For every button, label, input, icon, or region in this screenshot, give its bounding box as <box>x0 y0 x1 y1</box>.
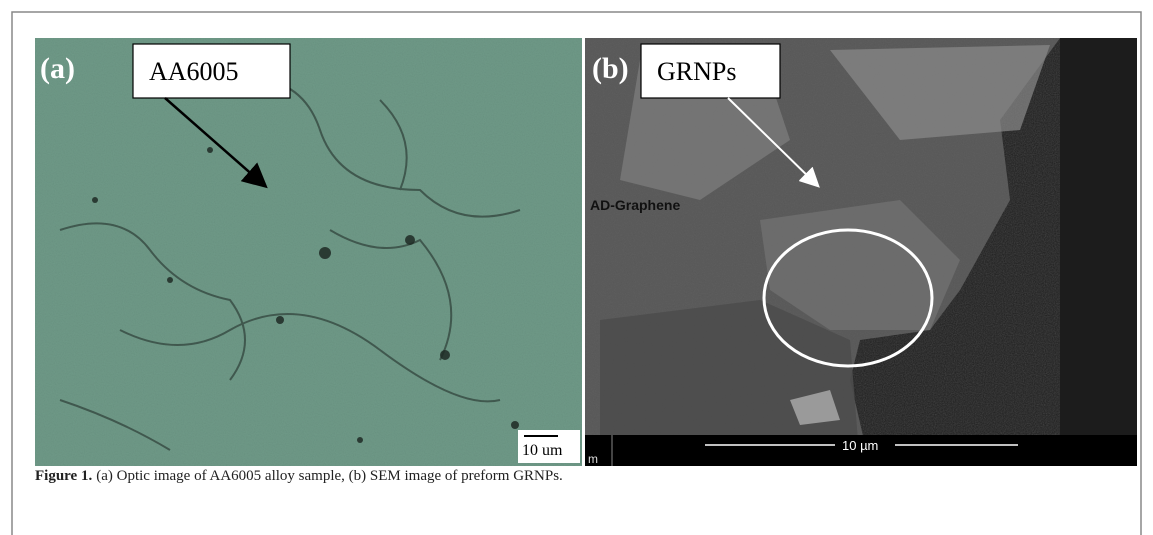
scale-bar-text: 10 um <box>522 442 563 459</box>
sem-image <box>585 38 1137 466</box>
image-text: AD-Graphene <box>590 197 680 213</box>
optic-image <box>35 38 582 466</box>
caption: Figure 1.(a) Optic image of AA6005 alloy… <box>35 468 563 485</box>
figure: (a) AA6005 10 um AD-Graphene (b) GRNPs m… <box>0 0 1153 535</box>
scale-bar-text: 10 µm <box>842 438 878 453</box>
panel-label: (b) <box>592 52 629 85</box>
callout-text: AA6005 <box>149 57 239 86</box>
page: (a) AA6005 10 um AD-Graphene (b) GRNPs m… <box>0 0 1153 535</box>
scale-bar-prefix: m <box>588 452 598 466</box>
callout-text: GRNPs <box>657 57 736 86</box>
caption-text: (a) Optic image of AA6005 alloy sample, … <box>96 468 563 484</box>
caption-label: Figure 1. <box>35 468 92 484</box>
panel-label: (a) <box>40 52 75 85</box>
